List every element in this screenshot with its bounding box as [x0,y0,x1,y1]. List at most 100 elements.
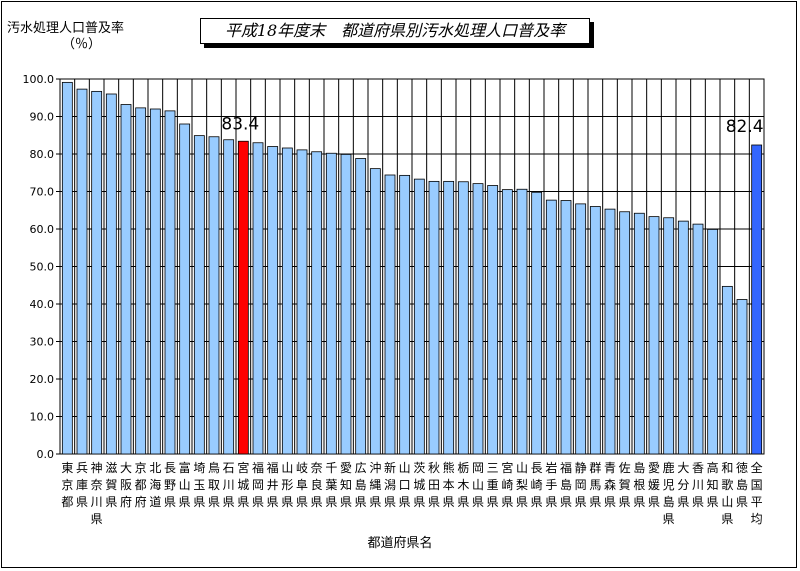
bar [223,139,235,455]
bar [76,88,88,455]
x-tick-label: 新潟県 [384,460,396,509]
y-tick-label: 100.0 [23,73,55,86]
x-tick-label: 香川県 [692,461,704,509]
bar [135,107,147,455]
x-tick-label: 宮城県 [237,460,249,509]
x-tick-label: 宮崎県 [501,460,513,509]
x-tick-label: 愛知県 [340,461,352,509]
highlight-value-label: 83.4 [221,114,259,134]
x-tick-label: 滋賀県 [105,461,117,509]
y-tick-label: 0.0 [37,448,55,461]
x-tick-label: 福島県 [560,460,572,509]
x-tick-label: 沖縄県 [369,461,381,509]
y-tick-label: 40.0 [30,298,55,311]
x-tick-label: 島根県 [633,460,645,509]
y-axis-label: 汚水処理人口普及率 [7,21,125,36]
bar [531,191,543,455]
bar [164,110,176,455]
y-tick-label: 80.0 [30,148,55,161]
bar [384,174,396,455]
bar [105,93,117,455]
bar [428,180,440,455]
bar [193,135,205,455]
bar [751,144,763,455]
bar [399,174,411,455]
bar [61,81,73,455]
bar [120,104,132,455]
bar [633,212,645,455]
x-tick-label: 岐阜県 [296,461,308,509]
bar [487,185,499,455]
x-tick-label: 埼玉県 [193,461,205,509]
x-tick-label: 京都府 [135,461,147,509]
bar [663,217,675,455]
x-tick-label: 福井県 [267,460,279,509]
x-tick-label: 群馬県 [589,461,601,509]
x-tick-label: 静岡県 [575,461,587,509]
y-tick-label: 10.0 [30,411,55,424]
x-tick-label: 山口県 [399,461,411,509]
bar [677,220,689,455]
bar [457,181,469,455]
bar [179,123,191,455]
y-tick-label: 50.0 [30,261,55,274]
bar [369,168,381,455]
x-tick-label: 千葉県 [325,461,337,509]
y-tick-label: 30.0 [30,336,55,349]
y-tick-label: 70.0 [30,186,55,199]
bar [267,146,279,455]
x-tick-label: 石川県 [223,461,235,509]
x-tick-label: 茨城県 [413,461,425,509]
bar [472,183,484,455]
x-tick-label: 大阪府 [120,461,132,509]
bar [501,189,513,455]
y-axis-unit: （％） [62,37,102,52]
bar [296,149,308,455]
average-value-label: 82.4 [726,117,764,137]
y-tick-label: 60.0 [30,223,55,236]
x-tick-label: 栃木県 [457,461,469,509]
bar [619,211,631,455]
x-tick-label: 広島県 [355,461,367,509]
x-tick-label: 熊本県 [443,460,455,509]
bar [648,216,660,455]
chart-title: 平成18年度末 都道府県別汚水処理人口普及率 [200,18,590,44]
bar [721,285,733,455]
bar [237,140,249,455]
x-tick-label: 東京都 [61,461,73,509]
x-tick-label: 高知県 [707,460,719,509]
x-tick-label: 岩手県 [545,460,557,509]
bar [736,299,748,455]
x-axis-label: 都道府県名 [367,536,433,551]
x-tick-label: 長野県 [164,461,176,509]
x-tick-label: 兵庫県 [76,461,88,509]
bar [692,223,704,455]
bar [149,108,161,455]
x-tick-label: 大分県 [677,461,689,509]
bar [516,188,528,455]
bar [91,90,103,455]
bar [311,151,323,455]
x-tick-label: 福岡県 [252,460,264,509]
x-tick-label: 和歌山県 [721,461,733,526]
x-tick-label: 鹿児島県 [663,460,675,526]
x-tick-label: 長崎県 [531,461,543,509]
x-tick-label: 神奈川県 [91,461,103,526]
x-tick-label: 秋田県 [428,461,440,509]
x-tick-label: 青森県 [604,461,616,509]
bar [707,228,719,455]
bar [208,136,220,455]
bar [340,153,352,455]
bar [443,180,455,455]
x-tick-label: 山形県 [281,461,293,509]
bar [560,200,572,455]
bar [281,147,293,455]
bar [575,203,587,455]
x-tick-label: 三重県 [487,461,499,509]
x-tick-label: 山梨県 [516,461,528,509]
x-tick-label: 愛媛県 [648,461,660,509]
bar [325,152,337,455]
bar [545,199,557,455]
bar [589,206,601,455]
